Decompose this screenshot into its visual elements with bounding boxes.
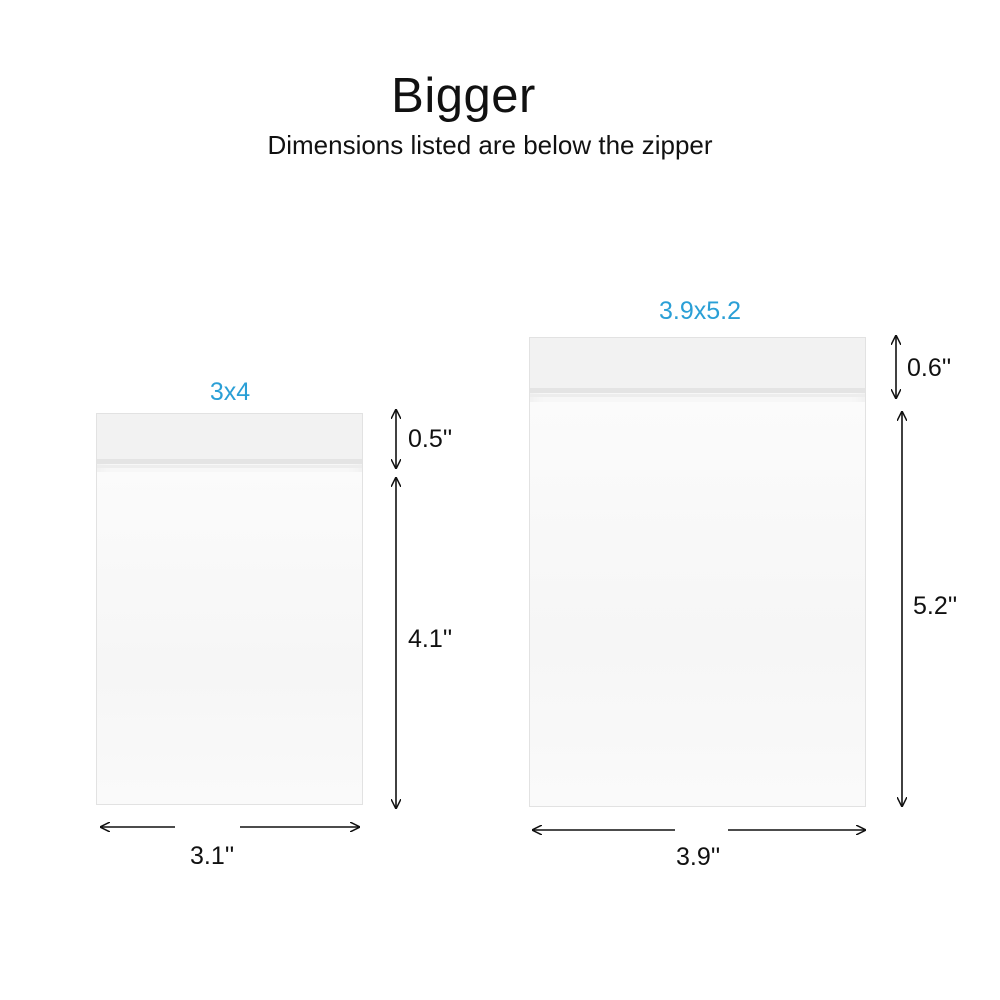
small-bag-image [96, 413, 363, 805]
large-bag-width-label: 3.9'' [676, 843, 721, 871]
small-bag-zipper-height-label: 0.5'' [408, 425, 453, 453]
small-bag-size-label: 3x4 [209, 378, 251, 406]
large-bag-body [530, 402, 865, 806]
small-bag-body [97, 472, 362, 804]
large-bag-image [529, 337, 866, 807]
small-bag-zipper [97, 414, 362, 468]
large-bag-body-height-label: 5.2'' [913, 592, 958, 620]
page-title: Bigger [391, 69, 536, 123]
small-bag-width-label: 3.1'' [190, 842, 235, 870]
large-bag-size-label: 3.9x5.2 [658, 297, 741, 325]
large-bag-zipper-height-label: 0.6'' [907, 354, 952, 382]
large-bag-zipper [530, 338, 865, 397]
small-bag-body-height-label: 4.1'' [408, 625, 453, 653]
page-subtitle: Dimensions listed are below the zipper [267, 130, 713, 160]
